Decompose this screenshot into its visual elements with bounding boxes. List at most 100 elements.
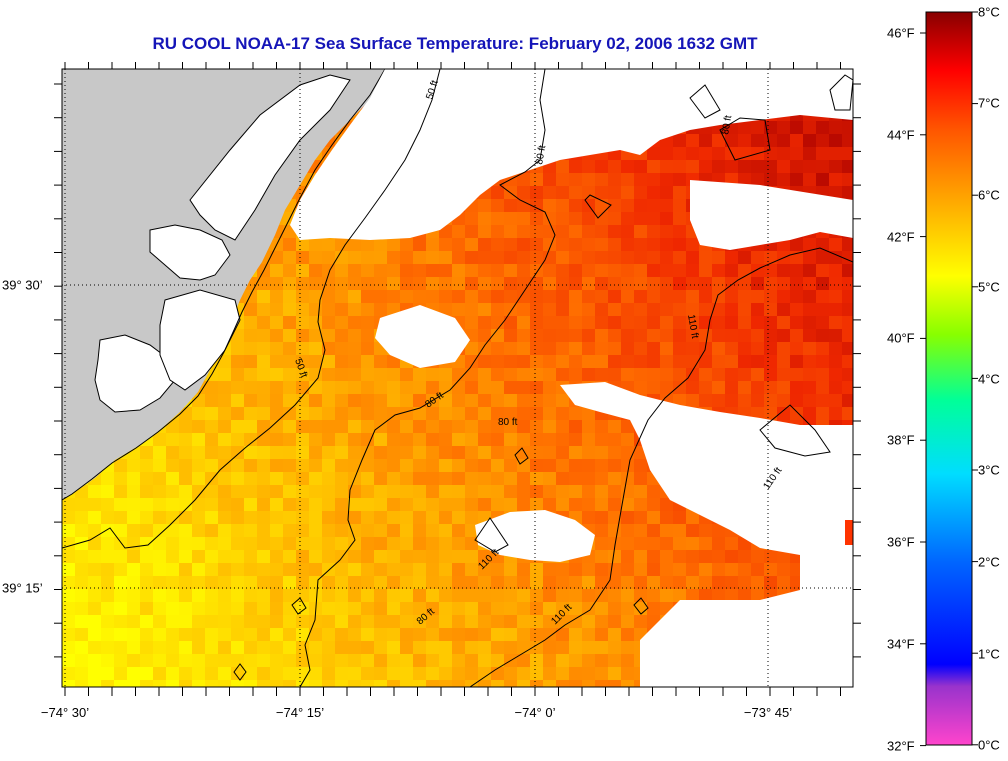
colorbar-f-label: 40°F (887, 330, 915, 346)
sst-cell (582, 160, 595, 173)
sst-cell (439, 290, 452, 303)
sst-cell (595, 537, 608, 550)
sst-cell (257, 316, 270, 329)
sst-cell (101, 472, 114, 485)
sst-cell (62, 589, 75, 602)
sst-cell (738, 394, 751, 407)
sst-cell (621, 173, 634, 186)
sst-cell (387, 628, 400, 641)
y-tick-label: 39° 30’ (2, 277, 43, 293)
sst-cell (374, 524, 387, 537)
sst-cell (660, 160, 673, 173)
sst-cell (348, 511, 361, 524)
sst-cell (348, 316, 361, 329)
sst-cell (296, 433, 309, 446)
sst-cell (634, 225, 647, 238)
sst-cell (387, 589, 400, 602)
sst-cell (465, 576, 478, 589)
sst-cell (101, 667, 114, 680)
sst-cell (335, 394, 348, 407)
sst-cell (348, 602, 361, 615)
sst-cell (166, 602, 179, 615)
sst-cell (309, 394, 322, 407)
sst-cell (101, 628, 114, 641)
sst-cell (595, 316, 608, 329)
sst-cell (400, 641, 413, 654)
sst-cell (764, 160, 777, 173)
sst-cell (608, 446, 621, 459)
contour-label: 80 ft (498, 417, 518, 428)
sst-cell (790, 134, 803, 147)
sst-cell (361, 381, 374, 394)
sst-cell (556, 641, 569, 654)
sst-cell (153, 511, 166, 524)
sst-cell (621, 277, 634, 290)
sst-cell (777, 134, 790, 147)
sst-cell (608, 199, 621, 212)
sst-cell (322, 329, 335, 342)
sst-cell (127, 485, 140, 498)
sst-cell (699, 251, 712, 264)
sst-cell (543, 459, 556, 472)
sst-cell (595, 420, 608, 433)
sst-cell (257, 303, 270, 316)
sst-cell (426, 472, 439, 485)
sst-cell (504, 290, 517, 303)
sst-cell (569, 576, 582, 589)
sst-cell (569, 342, 582, 355)
sst-cell (205, 394, 218, 407)
colorbar-c-label: 8°C (978, 4, 1000, 20)
sst-cell (673, 238, 686, 251)
sst-cell (374, 355, 387, 368)
sst-cell (777, 550, 790, 563)
sst-cell (608, 277, 621, 290)
sst-cell (309, 485, 322, 498)
sst-cell (322, 303, 335, 316)
sst-cell (244, 381, 257, 394)
sst-cell (400, 277, 413, 290)
sst-cell (205, 407, 218, 420)
sst-cell (192, 498, 205, 511)
sst-cell (504, 472, 517, 485)
sst-cell (517, 407, 530, 420)
sst-cell (400, 472, 413, 485)
sst-cell (361, 420, 374, 433)
sst-cell (361, 238, 374, 251)
sst-cell (504, 485, 517, 498)
sst-cell (556, 368, 569, 381)
sst-cell (218, 537, 231, 550)
sst-cell (257, 446, 270, 459)
sst-cell (114, 524, 127, 537)
sst-cell (699, 134, 712, 147)
sst-cell (686, 394, 699, 407)
sst-cell (725, 316, 738, 329)
sst-cell (374, 667, 387, 680)
sst-cell (400, 368, 413, 381)
sst-cell (257, 381, 270, 394)
sst-cell (400, 238, 413, 251)
sst-cell (842, 186, 853, 199)
sst-cell (140, 550, 153, 563)
sst-cell (374, 654, 387, 667)
sst-cell (543, 277, 556, 290)
sst-cell (322, 511, 335, 524)
sst-cell (361, 667, 374, 680)
sst-cell (75, 667, 88, 680)
sst-cell (309, 251, 322, 264)
sst-cell (504, 394, 517, 407)
no-data-area (475, 510, 595, 562)
sst-cell (621, 550, 634, 563)
sst-cell (322, 381, 335, 394)
sst-cell (244, 355, 257, 368)
sst-cell (491, 628, 504, 641)
sst-cell (660, 381, 673, 394)
sst-cell (426, 485, 439, 498)
sst-cell (608, 316, 621, 329)
sst-cell (283, 251, 296, 264)
sst-cell (543, 615, 556, 628)
sst-cell (335, 381, 348, 394)
sst-cell (543, 641, 556, 654)
sst-cell (764, 264, 777, 277)
sst-cell (829, 303, 842, 316)
sst-cell (790, 147, 803, 160)
